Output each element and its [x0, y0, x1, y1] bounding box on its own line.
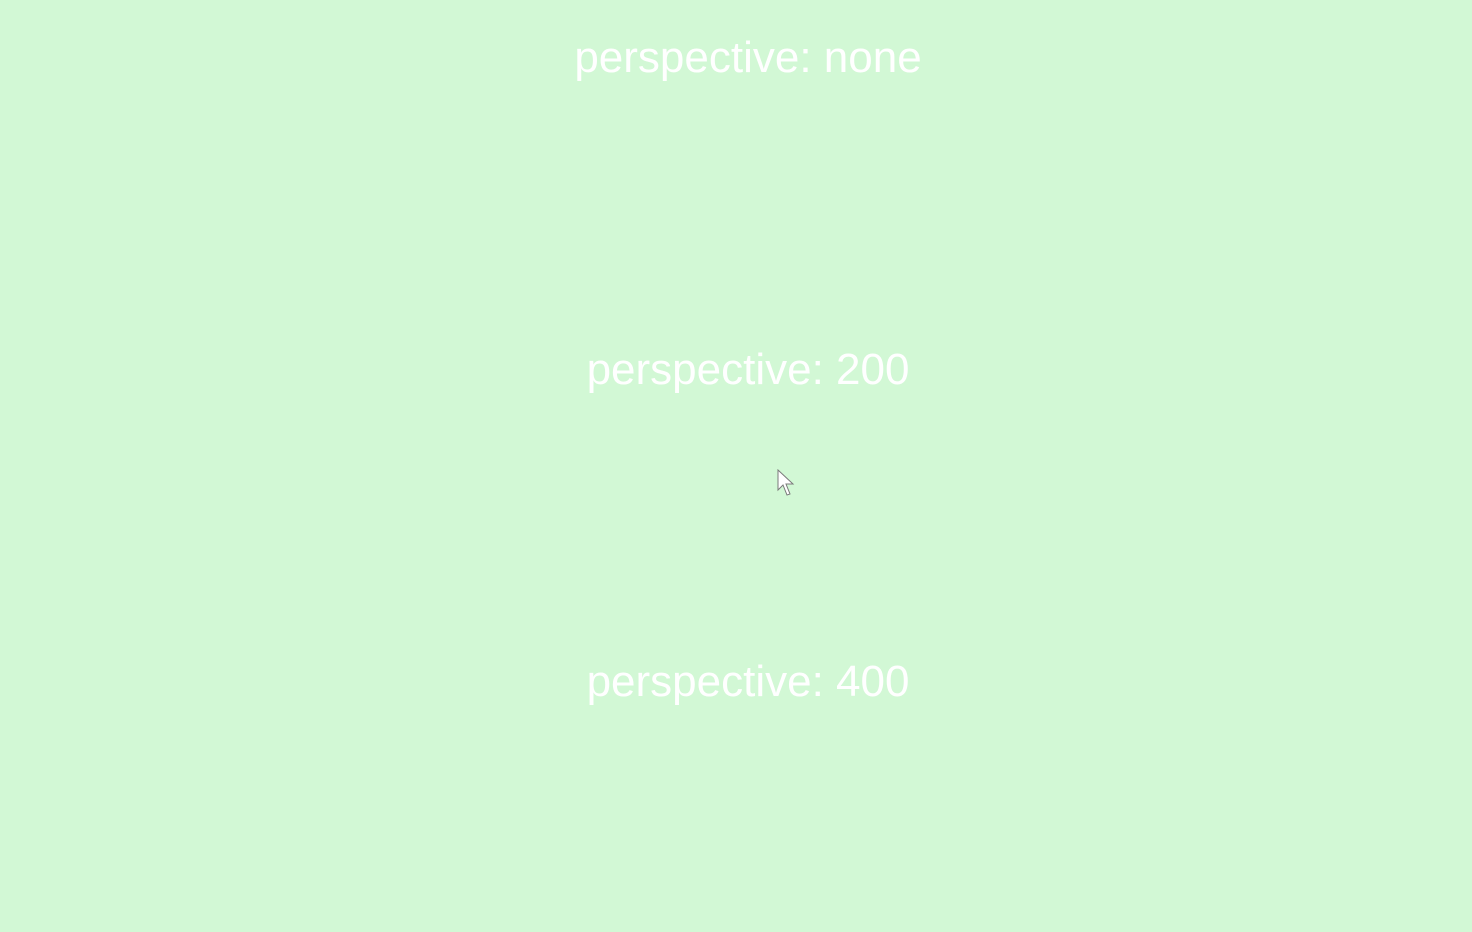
perspective-none-label: perspective: none — [574, 33, 922, 82]
perspective-200-label: perspective: 200 — [586, 345, 910, 394]
arrow-cursor-icon — [777, 469, 795, 496]
perspective-400-label: perspective: 400 — [586, 657, 910, 706]
